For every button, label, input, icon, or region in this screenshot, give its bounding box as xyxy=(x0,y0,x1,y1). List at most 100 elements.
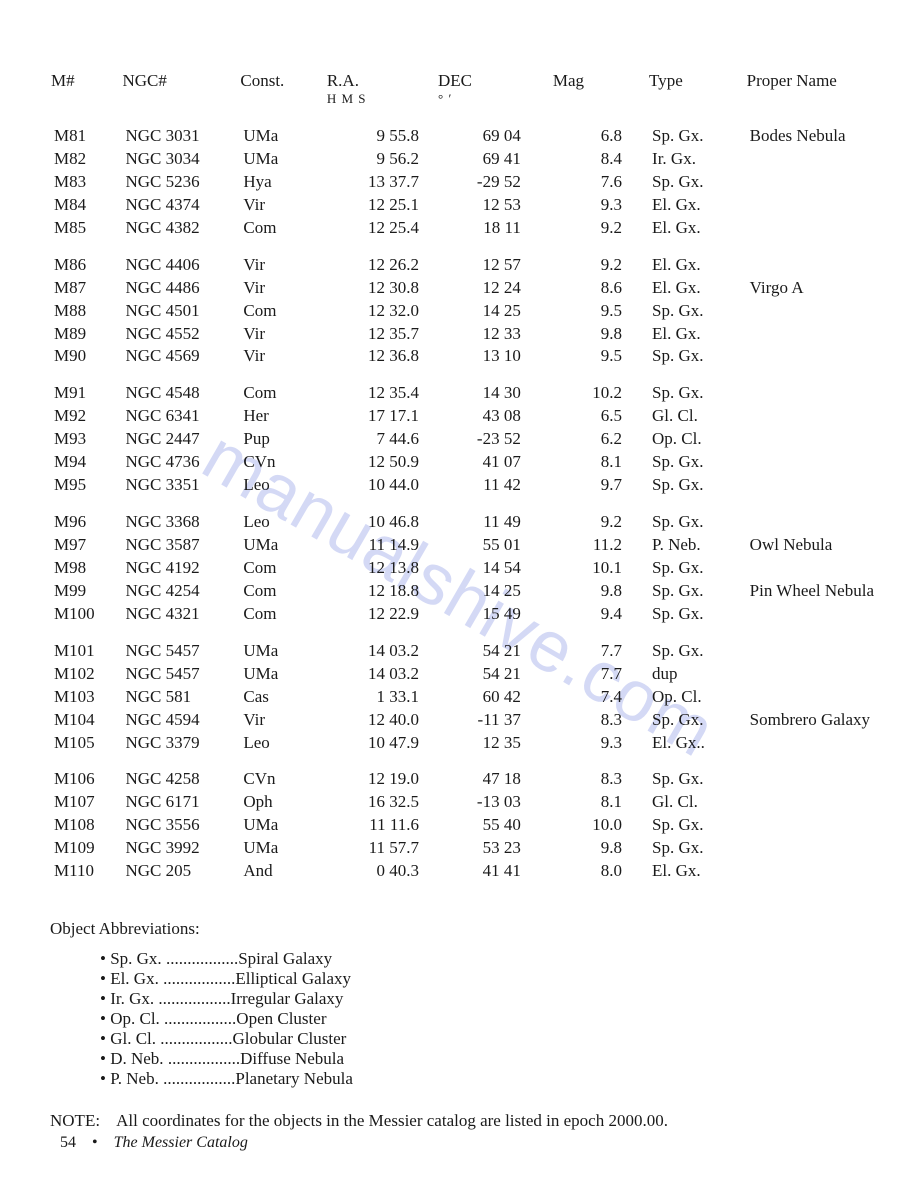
cell: NGC 4374 xyxy=(122,194,240,217)
cell xyxy=(746,511,878,534)
cell: Gl. Cl. xyxy=(648,405,746,428)
cell: 9.5 xyxy=(539,345,648,368)
abbr-key: P. Neb. xyxy=(110,1069,159,1088)
group-gap xyxy=(50,754,878,768)
cell xyxy=(746,323,878,346)
abbr-val: Elliptical Galaxy xyxy=(235,969,351,988)
table-row: M86NGC 4406Vir12 26.212 579.2El. Gx. xyxy=(50,254,878,277)
cell: M102 xyxy=(50,663,122,686)
cell: 9.3 xyxy=(539,732,648,755)
cell: 0 40.3 xyxy=(326,860,437,883)
table-row: M90NGC 4569Vir12 36.813 109.5Sp. Gx. xyxy=(50,345,878,368)
cell: CVn xyxy=(239,451,325,474)
cell: 9.8 xyxy=(539,323,648,346)
abbr-val: Planetary Nebula xyxy=(235,1069,353,1088)
header-dec-sub: ° ′ xyxy=(438,91,521,107)
cell: dup xyxy=(648,663,746,686)
table-row: M87NGC 4486Vir12 30.812 248.6El. Gx.Virg… xyxy=(50,277,878,300)
dots: ................. xyxy=(163,1069,235,1088)
cell: 47 18 xyxy=(437,768,539,791)
cell: 12 18.8 xyxy=(326,580,437,603)
table-row: M82NGC 3034UMa9 56.269 418.4Ir. Gx. xyxy=(50,148,878,171)
cell: 55 01 xyxy=(437,534,539,557)
cell: M101 xyxy=(50,640,122,663)
cell: Op. Cl. xyxy=(648,428,746,451)
table-row: M105NGC 3379Leo10 47.912 359.3El. Gx.. xyxy=(50,732,878,755)
cell: 54 21 xyxy=(437,640,539,663)
cell: M103 xyxy=(50,686,122,709)
cell: M97 xyxy=(50,534,122,557)
cell: UMa xyxy=(239,663,325,686)
cell: Sp. Gx. xyxy=(648,814,746,837)
cell: 7.7 xyxy=(539,663,648,686)
cell: NGC 4382 xyxy=(122,217,240,240)
cell: 12 35 xyxy=(437,732,539,755)
cell: 8.3 xyxy=(539,709,648,732)
cell: M81 xyxy=(50,125,122,148)
cell: 12 32.0 xyxy=(326,300,437,323)
cell: Vir xyxy=(239,323,325,346)
table-row: M98NGC 4192Com12 13.814 5410.1Sp. Gx. xyxy=(50,557,878,580)
cell: 11.2 xyxy=(539,534,648,557)
cell: And xyxy=(239,860,325,883)
cell: M94 xyxy=(50,451,122,474)
cell: El. Gx. xyxy=(648,194,746,217)
cell: 14 03.2 xyxy=(326,640,437,663)
cell: 11 42 xyxy=(437,474,539,497)
cell: Sp. Gx. xyxy=(648,768,746,791)
cell: 17 17.1 xyxy=(326,405,437,428)
cell: Sp. Gx. xyxy=(648,640,746,663)
cell: Sp. Gx. xyxy=(648,451,746,474)
header-ra-main: R.A. xyxy=(327,71,359,90)
cell: NGC 3992 xyxy=(122,837,240,860)
cell xyxy=(746,428,878,451)
table-row: M107NGC 6171Oph16 32.5-13 038.1Gl. Cl. xyxy=(50,791,878,814)
cell: M87 xyxy=(50,277,122,300)
cell: 54 21 xyxy=(437,663,539,686)
cell: UMa xyxy=(239,148,325,171)
cell: NGC 6171 xyxy=(122,791,240,814)
cell: 12 19.0 xyxy=(326,768,437,791)
cell: Vir xyxy=(239,277,325,300)
cell: 9.3 xyxy=(539,194,648,217)
cell: 14 25 xyxy=(437,580,539,603)
cell: 9.8 xyxy=(539,580,648,603)
cell: NGC 3031 xyxy=(122,125,240,148)
cell: P. Neb. xyxy=(648,534,746,557)
cell: Ir. Gx. xyxy=(648,148,746,171)
header-m: M# xyxy=(50,70,122,111)
cell: 10.1 xyxy=(539,557,648,580)
cell: 14 03.2 xyxy=(326,663,437,686)
cell xyxy=(746,405,878,428)
cell: M105 xyxy=(50,732,122,755)
cell xyxy=(746,171,878,194)
cell: 1 33.1 xyxy=(326,686,437,709)
table-row: M85NGC 4382Com12 25.418 119.2El. Gx. xyxy=(50,217,878,240)
cell xyxy=(746,148,878,171)
cell: M98 xyxy=(50,557,122,580)
cell: NGC 3379 xyxy=(122,732,240,755)
cell: Sp. Gx. xyxy=(648,511,746,534)
cell: Op. Cl. xyxy=(648,686,746,709)
table-row: M110NGC 205And0 40.341 418.0El. Gx. xyxy=(50,860,878,883)
cell: 7.6 xyxy=(539,171,648,194)
cell: 69 04 xyxy=(437,125,539,148)
cell: El. Gx.. xyxy=(648,732,746,755)
cell: UMa xyxy=(239,125,325,148)
header-mag: Mag xyxy=(539,70,648,111)
cell: Sp. Gx. xyxy=(648,709,746,732)
cell: CVn xyxy=(239,768,325,791)
cell: 11 49 xyxy=(437,511,539,534)
cell: 10.0 xyxy=(539,814,648,837)
abbr-item: El. Gx. .................Elliptical Gala… xyxy=(100,969,878,989)
page: manualshive.com M# NGC# Const. R.A. H M … xyxy=(0,0,918,1188)
dots: ................. xyxy=(158,989,230,1008)
cell: M82 xyxy=(50,148,122,171)
cell: M90 xyxy=(50,345,122,368)
cell xyxy=(746,382,878,405)
cell: 8.3 xyxy=(539,768,648,791)
cell: Sp. Gx. xyxy=(648,580,746,603)
cell: 12 40.0 xyxy=(326,709,437,732)
table-row: M104NGC 4594Vir12 40.0-11 378.3Sp. Gx.So… xyxy=(50,709,878,732)
cell: 8.0 xyxy=(539,860,648,883)
